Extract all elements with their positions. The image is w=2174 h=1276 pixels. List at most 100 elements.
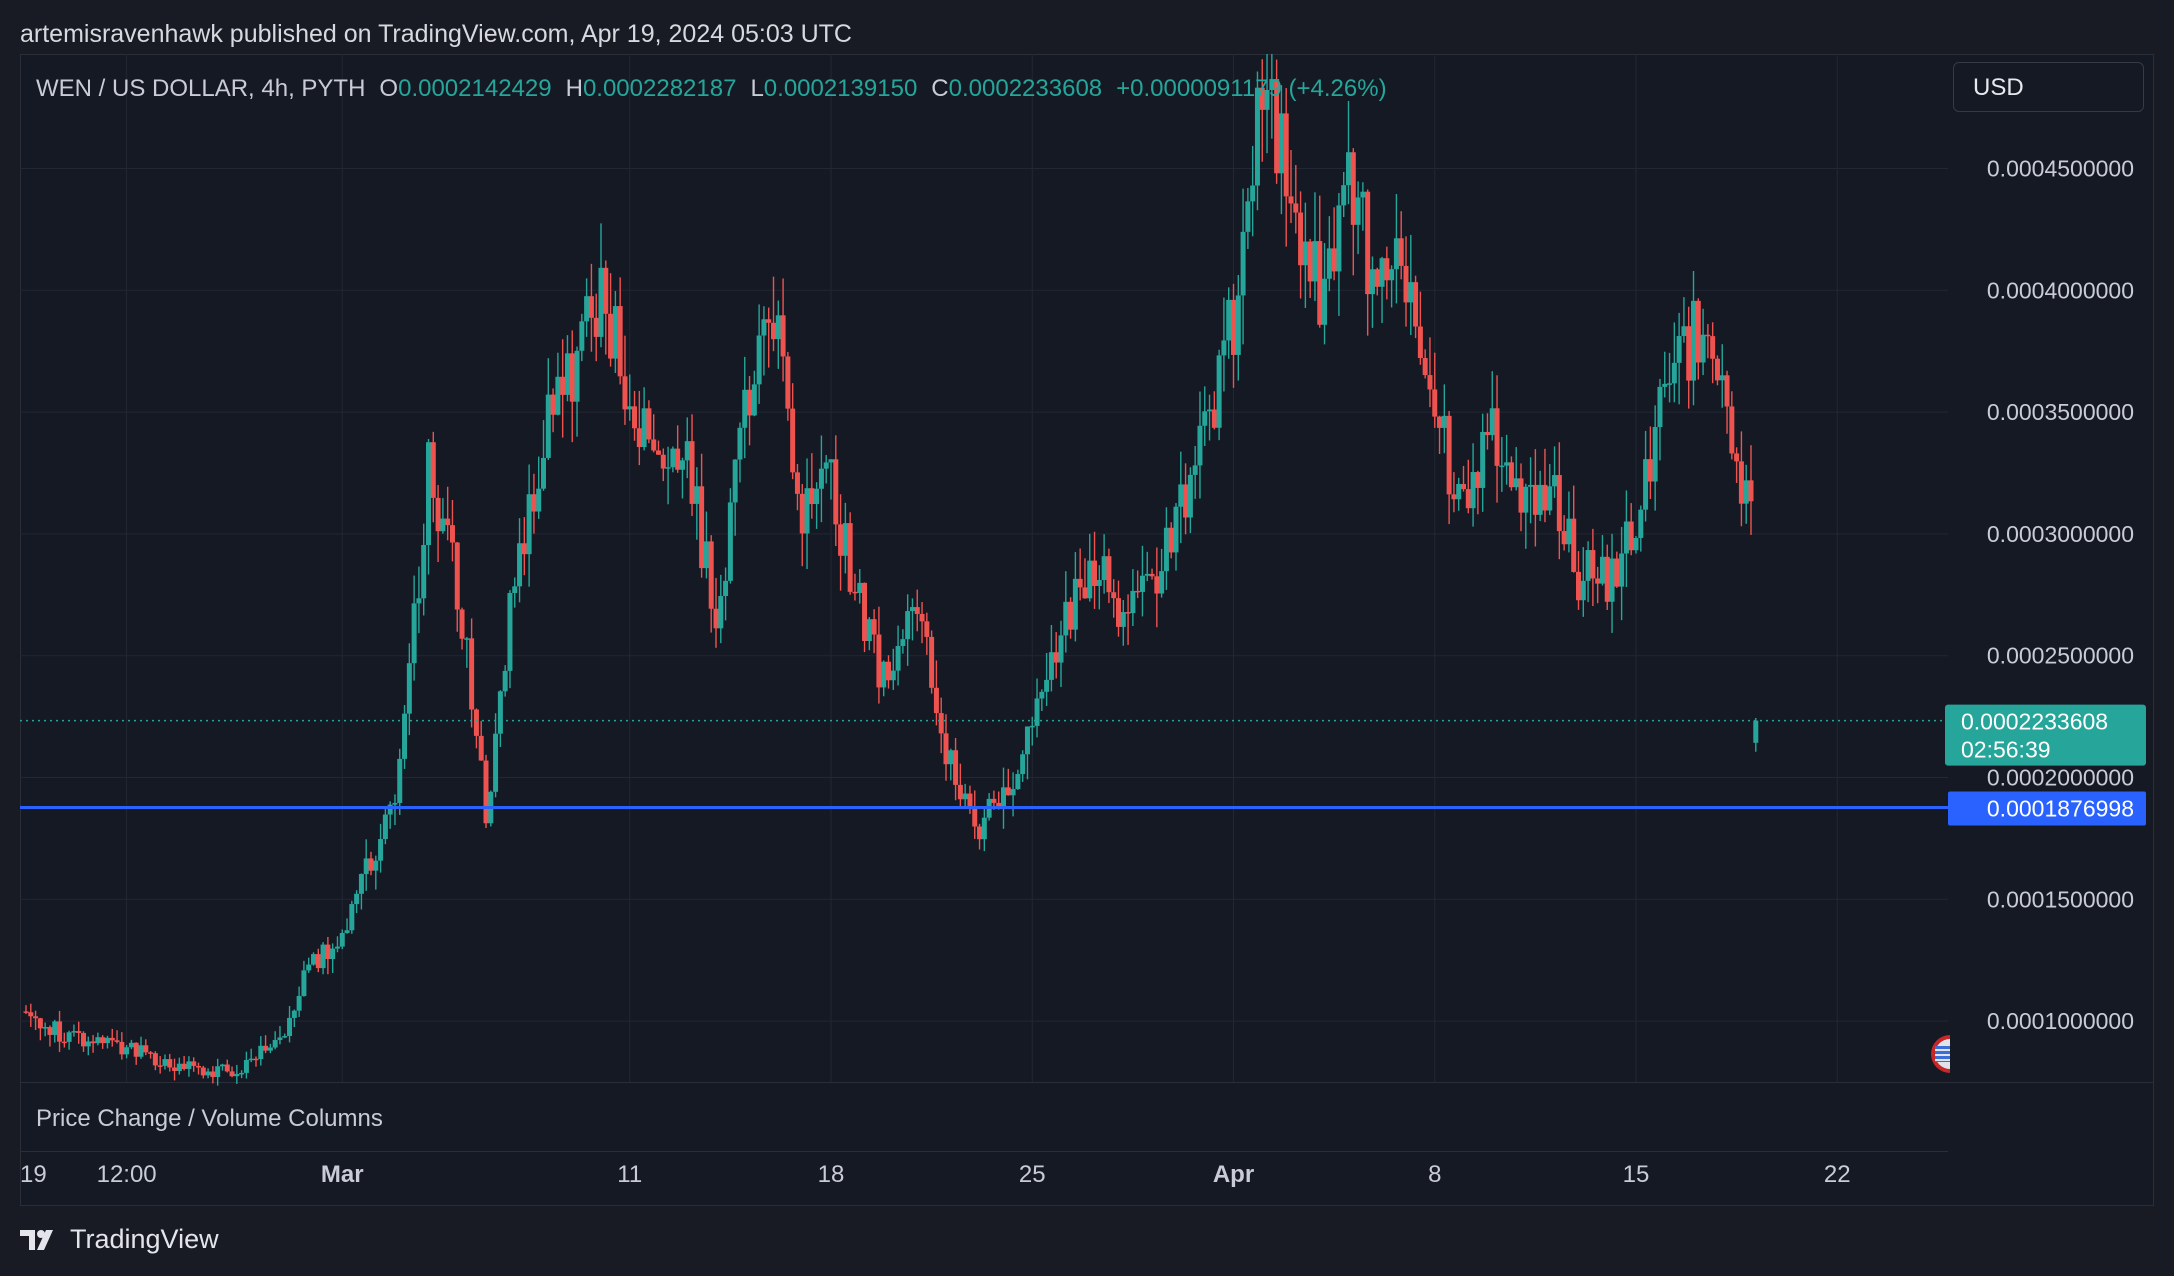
candle-body <box>1149 573 1155 577</box>
candle-body <box>1542 484 1548 511</box>
candle-body <box>1590 550 1596 579</box>
candle-body <box>1264 89 1270 110</box>
candle-body <box>1691 300 1696 381</box>
candle-body <box>1628 521 1634 551</box>
candle-body <box>392 802 398 805</box>
candle-body <box>967 793 973 809</box>
candle-body <box>219 1064 225 1067</box>
candle-body <box>148 1052 154 1054</box>
candle-body <box>1748 480 1754 502</box>
candle-body <box>239 1072 245 1075</box>
candle-body <box>47 1027 53 1035</box>
candle-body <box>852 591 858 594</box>
candle-body <box>977 826 983 840</box>
candle-body <box>909 607 915 612</box>
candle-body <box>962 793 968 800</box>
candle-body <box>1714 358 1720 381</box>
candle-body <box>771 322 776 340</box>
candle-body <box>1566 518 1572 545</box>
x-tick-label: 25 <box>1019 1161 1046 1188</box>
candle-body <box>641 408 647 448</box>
candle-body <box>1135 590 1141 593</box>
candle-body <box>718 595 724 629</box>
candle-body <box>1092 560 1098 586</box>
candle-body <box>1020 754 1026 775</box>
candle-body <box>483 760 489 824</box>
candle-body <box>378 839 384 861</box>
candle-body <box>234 1073 240 1077</box>
candle-body <box>1753 720 1759 743</box>
candle-body <box>339 932 345 947</box>
x-tick-label: Mar <box>321 1161 364 1188</box>
candle-body <box>85 1041 91 1047</box>
low-key: L <box>750 75 764 102</box>
candle-body <box>1504 462 1510 466</box>
candle-body <box>881 661 887 688</box>
candle-body <box>517 543 523 587</box>
candle-body <box>330 948 336 960</box>
candle-body <box>588 296 594 318</box>
candle-body <box>1082 587 1088 599</box>
x-tick-label: Apr <box>1213 1161 1254 1188</box>
candle-body <box>1211 409 1217 428</box>
candle-body <box>545 394 551 458</box>
candle-body <box>1671 362 1677 384</box>
candle-body <box>1389 269 1395 281</box>
candle-body <box>1029 725 1035 728</box>
candle-body <box>1729 406 1735 454</box>
candle-body <box>1647 459 1653 482</box>
candle-body <box>612 306 618 359</box>
candle-body <box>1480 431 1486 488</box>
candle-body <box>1494 408 1500 466</box>
candle-body <box>306 964 312 971</box>
tradingview-logo-icon <box>20 1229 53 1250</box>
candle-body <box>1053 652 1059 663</box>
close-value: 0.0002233608 <box>948 75 1103 102</box>
candle-body <box>1652 427 1658 482</box>
candle-body <box>52 1021 58 1035</box>
low-value: 0.0002139150 <box>763 75 918 102</box>
candle-body <box>1250 185 1256 202</box>
candle-body <box>1087 560 1093 599</box>
candle-body <box>766 319 772 323</box>
x-tick-label: 22 <box>1824 1161 1851 1188</box>
candle-body <box>1096 580 1102 586</box>
candle-body <box>1576 571 1581 601</box>
candle-body <box>895 646 901 671</box>
candle-body <box>1446 415 1452 495</box>
candle-body <box>1662 383 1668 387</box>
candle-body <box>354 893 360 905</box>
candle-body <box>1350 152 1356 225</box>
candle-body <box>799 493 805 534</box>
candle-body <box>473 709 479 736</box>
candle-body <box>1101 556 1107 581</box>
candle-body <box>1163 527 1169 572</box>
candle-body <box>617 306 623 377</box>
candle-body <box>1226 299 1232 341</box>
us-flag-icon[interactable] <box>1922 1032 1950 1076</box>
candle-body <box>1441 415 1447 428</box>
candle-body <box>1106 556 1112 593</box>
candle-body <box>200 1067 206 1076</box>
brand[interactable]: TradingView <box>20 1224 219 1255</box>
candle-body <box>215 1066 221 1078</box>
candle-body <box>196 1065 201 1068</box>
currency-button[interactable]: USD <box>1953 62 2144 112</box>
candle-body <box>761 319 767 336</box>
candle-body <box>1259 87 1265 110</box>
candle-body <box>943 733 949 765</box>
candle-body <box>1561 531 1567 545</box>
candle-body <box>679 460 685 470</box>
pane-divider <box>20 1205 2154 1206</box>
candle-body <box>890 670 896 681</box>
candle-body <box>1202 411 1208 426</box>
candle-body <box>550 394 556 415</box>
candle-body <box>1513 478 1519 488</box>
candle-body <box>684 441 690 461</box>
candle-body <box>258 1045 264 1060</box>
candle-body <box>1633 537 1639 551</box>
indicator-label[interactable]: Price Change / Volume Columns <box>36 1105 383 1132</box>
candle-body <box>521 543 527 555</box>
candle-body <box>311 954 316 965</box>
